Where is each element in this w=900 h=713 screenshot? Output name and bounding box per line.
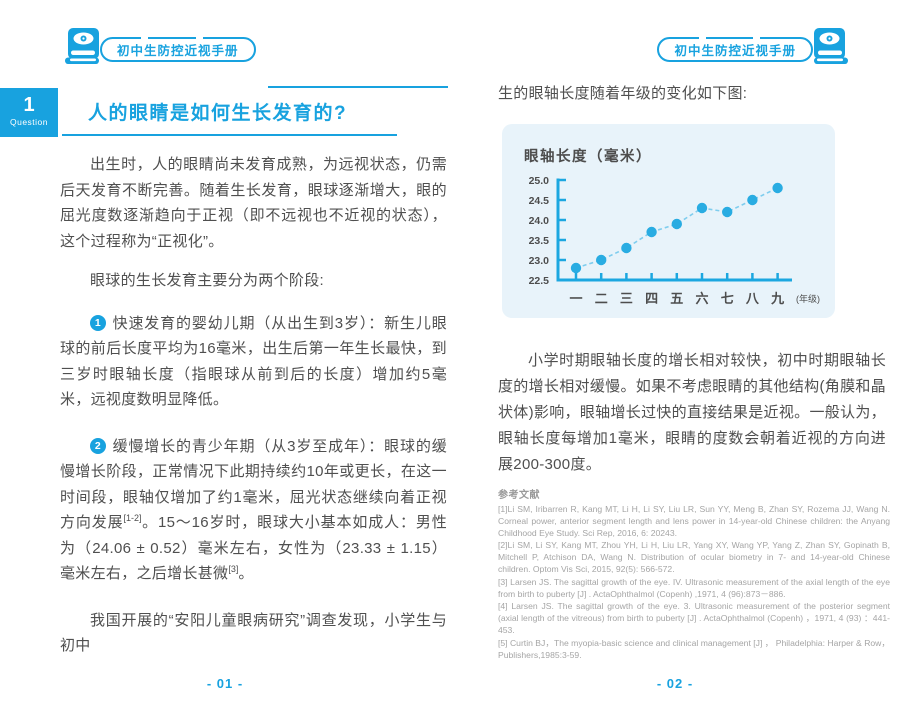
paragraph-closing: 我国开展的“安阳儿童眼病研究”调查发现，小学生与初中 xyxy=(60,611,447,655)
eye-book-icon xyxy=(814,28,848,64)
reference-item: [1]Li SM, Iribarren R, Kang MT, Li H, Li… xyxy=(498,504,890,538)
references-title: 参考文献 xyxy=(498,490,540,501)
svg-text:(年级): (年级) xyxy=(796,293,820,304)
reference-item: [2]Li SM, Li SY, Kang MT, Zhou YH, Li H,… xyxy=(498,540,890,574)
axial-length-chart-card: 眼轴长度（毫米） 25.0 24.5 24.0 23.5 23.0 22.5 一二三四五六七… xyxy=(502,124,835,318)
axial-length-line-chart: 25.0 24.5 24.0 23.5 23.0 22.5 一二三四五六七八九 (年级) xyxy=(529,175,820,306)
stage-1-text: 快速发育的婴幼儿期（从出生到3岁）：新生儿眼球的前后长度平均为16毫米，出生后第… xyxy=(60,314,447,409)
question-label: Question xyxy=(9,117,49,127)
svg-text:二: 二 xyxy=(595,291,608,306)
page-number-01: - 01 - xyxy=(206,676,244,691)
svg-text:25.0: 25.0 xyxy=(529,175,550,187)
svg-text:23.0: 23.0 xyxy=(529,255,550,267)
svg-text:七: 七 xyxy=(721,291,734,306)
stage-2-text-b: 。15～16岁时，眼球大小基本如成人：男性为（24.06 ± 0.52）毫米左右… xyxy=(60,514,448,582)
chart-title: 眼轴长度（毫米） xyxy=(524,149,652,165)
page-number-02: - 02 - xyxy=(656,676,694,691)
paragraph-intro: 出生时，人的眼睛尚未发育成熟，为远视状态，仍需后天发育不断完善。随着生长发育，眼… xyxy=(60,156,447,250)
booklet-logo-right: 初中生防控近视手册 xyxy=(657,27,850,69)
svg-text:23.5: 23.5 xyxy=(529,235,550,247)
svg-text:24.5: 24.5 xyxy=(529,195,550,207)
title-rule-bottom xyxy=(62,134,397,136)
section-title: 人的眼睛是如何生长发育的? xyxy=(88,103,348,124)
citation-3: [3] xyxy=(228,564,239,574)
title-rule-top xyxy=(268,86,448,88)
reference-item: [4] Larsen JS. The sagittal growth of th… xyxy=(498,601,890,635)
eye-book-icon xyxy=(65,28,99,64)
question-number-tab: 1 Question xyxy=(0,88,58,137)
booklet-title-badge: 初中生防控近视手册 xyxy=(657,37,813,62)
svg-text:一: 一 xyxy=(569,291,582,306)
svg-text:九: 九 xyxy=(770,291,784,306)
svg-text:22.5: 22.5 xyxy=(529,275,550,287)
stage-1-paragraph: 1 快速发育的婴幼儿期（从出生到3岁）：新生儿眼球的前后长度平均为16毫米，出生后… xyxy=(60,311,447,413)
stage-1-number-badge: 1 xyxy=(90,315,106,332)
stage-2-number-badge: 2 xyxy=(90,438,106,455)
citation-1-2: [1-2] xyxy=(123,513,142,523)
booklet-title: 初中生防控近视手册 xyxy=(117,44,239,58)
svg-text:八: 八 xyxy=(745,291,760,306)
svg-text:三: 三 xyxy=(620,291,633,306)
left-page: 初中生防控近视手册 1 Question 人的眼睛是如何生长发育的? 出生时，人… xyxy=(0,27,448,691)
svg-text:24.0: 24.0 xyxy=(529,215,550,227)
booklet-title: 初中生防控近视手册 xyxy=(674,44,796,58)
reference-item: [3] Larsen JS. The sagittal growth of th… xyxy=(498,576,890,599)
paragraph-stages-lead: 眼球的生长发育主要分为两个阶段: xyxy=(90,272,324,289)
references-section: 参考文献 [1]Li SM, Iribarren R, Kang MT, Li … xyxy=(498,486,890,662)
question-number: 1 xyxy=(23,94,35,116)
svg-text:五: 五 xyxy=(670,291,683,306)
analysis-paragraph: 小学时期眼轴长度的增长相对较快，初中时期眼轴长度的增长相对缓慢。如果不考虑眼睛的… xyxy=(498,352,886,473)
stage-2-paragraph: 2 缓慢增长的青少年期（从3岁至成年）：眼球的缓慢增长阶段，正常情况下此期持续约1… xyxy=(60,434,447,587)
booklet-title-badge: 初中生防控近视手册 xyxy=(100,37,256,62)
stage-2-text-a: 缓慢增长的青少年期（从3岁至成年）：眼球的缓慢增长阶段，正常情况下此期持续约10… xyxy=(60,437,447,532)
svg-text:六: 六 xyxy=(695,291,708,306)
right-page: 初中生防控近视手册 生的眼轴长度随着年级的变化如下图: 眼轴长度（毫米） 25.… xyxy=(450,0,900,713)
lead-sentence: 生的眼轴长度随着年级的变化如下图: xyxy=(498,85,748,102)
svg-text:四: 四 xyxy=(645,291,658,306)
reference-item: [5] Curtin BJ，The myopia-basic science a… xyxy=(498,637,890,660)
booklet-logo-left: 初中生防控近视手册 xyxy=(63,27,256,69)
stage-2-text-c: 。 xyxy=(238,565,254,582)
left-body-text: 出生时，人的眼睛尚未发育成熟，为远视状态，仍需后天发育不断完善。随着生长发育，眼… xyxy=(60,152,447,659)
